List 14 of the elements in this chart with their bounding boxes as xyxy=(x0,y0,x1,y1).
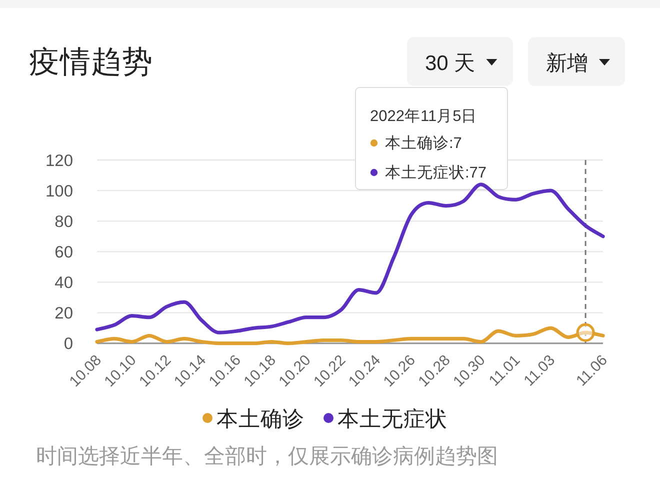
chart-title: 疫情趋势 xyxy=(29,45,153,79)
line-series xyxy=(95,182,605,334)
y-tick-label: 40 xyxy=(54,274,73,292)
y-tick-label: 60 xyxy=(54,243,73,262)
y-tick-label: 20 xyxy=(54,304,73,323)
legend-label: 本土确诊 xyxy=(216,407,304,431)
annotation: 本土无症状:77 xyxy=(385,164,487,182)
text: 时间选择近半年、全部时，仅展示确诊病例趋势图 xyxy=(36,445,498,468)
y-tick-label: 80 xyxy=(54,212,73,231)
tooltip: 2022年11月5日 本土确诊:7 本土无症状:77 xyxy=(355,87,508,190)
legend-label: 本土无症状 xyxy=(338,407,448,431)
y-tick-label: 0 xyxy=(64,335,73,354)
y-tick-label: 120 xyxy=(45,152,73,170)
y-tick-label: 100 xyxy=(45,182,73,200)
